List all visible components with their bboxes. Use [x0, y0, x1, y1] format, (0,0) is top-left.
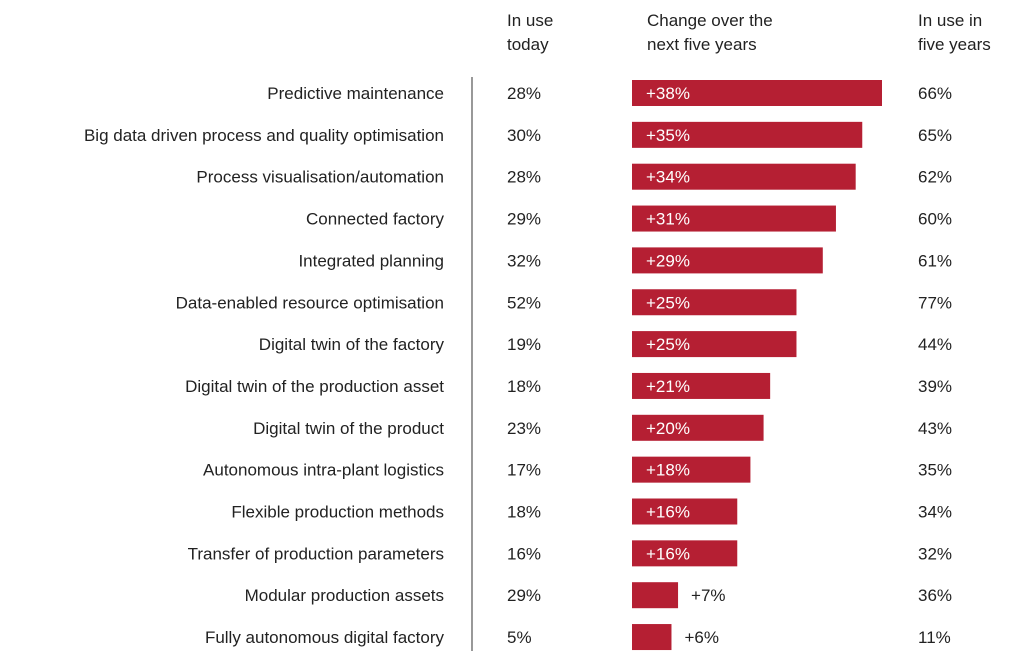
change-bar	[632, 121, 863, 148]
change-bar	[632, 289, 797, 316]
category-label: Integrated planning	[298, 251, 444, 270]
header-in-use-five-years: In use in five years	[918, 11, 991, 54]
in-use-five-years-value: 35%	[918, 461, 952, 480]
in-use-five-years-value: 36%	[918, 586, 952, 605]
category-label: Transfer of production parameters	[188, 544, 444, 563]
in-use-five-years-value: 44%	[918, 335, 952, 354]
change-bar	[632, 540, 738, 567]
change-bar	[632, 205, 836, 232]
in-use-today-value: 28%	[507, 168, 541, 187]
change-label: +16%	[646, 544, 690, 563]
change-bar	[632, 414, 764, 441]
change-bar	[632, 498, 738, 525]
in-use-today-value: 29%	[507, 210, 541, 229]
change-label: +16%	[646, 503, 690, 522]
change-bar	[632, 582, 679, 609]
change-bar	[632, 624, 672, 651]
category-label: Process visualisation/automation	[196, 168, 444, 187]
change-bar	[632, 456, 751, 483]
change-bar	[632, 331, 797, 358]
category-label: Fully autonomous digital factory	[205, 628, 445, 647]
category-label: Big data driven process and quality opti…	[84, 126, 444, 145]
in-use-five-years-value: 62%	[918, 168, 952, 187]
category-label: Data-enabled resource optimisation	[176, 293, 444, 312]
change-bar	[632, 80, 882, 106]
in-use-today-value: 17%	[507, 461, 541, 480]
category-label: Digital twin of the production asset	[185, 377, 444, 396]
in-use-today-value: 19%	[507, 335, 541, 354]
in-use-five-years-value: 34%	[918, 503, 952, 522]
change-label: +20%	[646, 419, 690, 438]
change-label: +35%	[646, 126, 690, 145]
header-in-use-today: In use today	[507, 11, 554, 54]
change-label: +25%	[646, 293, 690, 312]
change-label: +29%	[646, 251, 690, 270]
category-label: Autonomous intra-plant logistics	[203, 461, 444, 480]
in-use-five-years-value: 43%	[918, 419, 952, 438]
in-use-today-value: 16%	[507, 544, 541, 563]
in-use-today-value: 29%	[507, 586, 541, 605]
category-label: Modular production assets	[245, 586, 444, 605]
change-label: +25%	[646, 335, 690, 354]
in-use-five-years-value: 60%	[918, 210, 952, 229]
in-use-today-value: 30%	[507, 126, 541, 145]
in-use-five-years-value: 65%	[918, 126, 952, 145]
category-label: Digital twin of the product	[253, 419, 444, 438]
in-use-today-value: 18%	[507, 503, 541, 522]
category-label: Connected factory	[306, 210, 444, 229]
in-use-five-years-value: 11%	[918, 628, 951, 647]
in-use-today-value: 28%	[507, 84, 541, 103]
in-use-today-value: 23%	[507, 419, 541, 438]
category-label: Digital twin of the factory	[259, 335, 445, 354]
change-label: +21%	[646, 377, 690, 396]
in-use-five-years-value: 77%	[918, 293, 952, 312]
change-label: +38%	[646, 84, 690, 103]
in-use-today-value: 18%	[507, 377, 541, 396]
in-use-five-years-value: 61%	[918, 251, 952, 270]
change-label: +7%	[691, 586, 726, 605]
category-label: Flexible production methods	[231, 503, 444, 522]
in-use-five-years-value: 39%	[918, 377, 952, 396]
in-use-five-years-value: 66%	[918, 84, 952, 103]
category-label: Predictive maintenance	[267, 84, 444, 103]
change-label: +18%	[646, 461, 690, 480]
in-use-five-years-value: 32%	[918, 544, 952, 563]
change-bar	[632, 163, 856, 190]
change-bar	[632, 372, 771, 399]
change-label: +6%	[684, 628, 719, 647]
change-label: +31%	[646, 210, 690, 229]
change-bar	[632, 247, 823, 274]
header-change: Change over the next five years	[647, 11, 773, 54]
in-use-today-value: 5%	[507, 628, 532, 647]
in-use-today-value: 32%	[507, 251, 541, 270]
in-use-today-value: 52%	[507, 293, 541, 312]
change-label: +34%	[646, 168, 690, 187]
